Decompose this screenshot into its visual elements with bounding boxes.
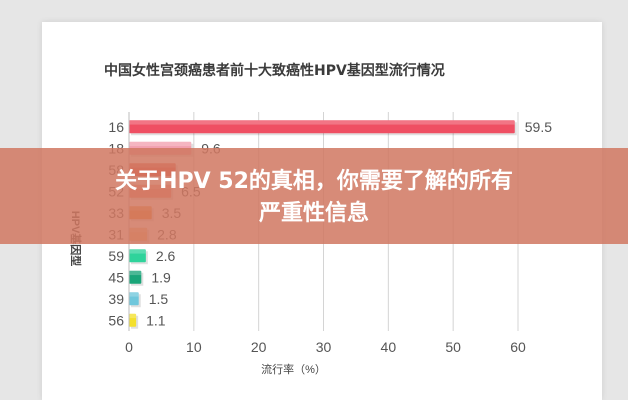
category-label: 45	[108, 269, 124, 285]
category-label: 56	[108, 312, 124, 328]
x-axis-title: 流行率（%）	[261, 362, 326, 376]
bar	[129, 292, 139, 306]
x-tick-label: 50	[445, 339, 461, 355]
x-tick-label: 30	[316, 339, 332, 355]
bar-highlight	[129, 270, 142, 276]
bar-highlight	[129, 313, 137, 319]
bar	[129, 270, 142, 284]
x-tick-label: 40	[381, 339, 397, 355]
bar-highlight	[129, 292, 139, 297]
category-label: 39	[108, 291, 124, 307]
bar	[129, 313, 137, 327]
bar	[129, 120, 515, 134]
x-tick-label: 0	[125, 339, 133, 355]
value-label: 1.5	[149, 291, 169, 307]
value-label: 1.1	[146, 312, 166, 328]
category-label: 59	[108, 248, 124, 264]
bar-highlight	[129, 120, 515, 125]
bar-highlight	[129, 249, 146, 254]
value-label: 59.5	[525, 119, 552, 135]
chart-title: 中国女性宫颈癌患者前十大致癌性HPV基因型流行情况	[104, 63, 445, 79]
category-label: 16	[108, 119, 124, 135]
headline-line-1: 关于HPV 52的真相，你需要了解的所有	[115, 169, 513, 194]
headline-banner: 关于HPV 52的真相，你需要了解的所有 严重性信息	[0, 148, 628, 244]
value-label: 1.9	[151, 269, 171, 285]
bar-highlight	[129, 141, 192, 147]
x-tick-label: 20	[251, 339, 267, 355]
x-tick-label: 60	[510, 339, 526, 355]
bar	[129, 249, 146, 263]
x-tick-label: 10	[186, 339, 202, 355]
headline-line-2: 严重性信息	[258, 201, 369, 226]
value-label: 2.6	[156, 248, 176, 264]
